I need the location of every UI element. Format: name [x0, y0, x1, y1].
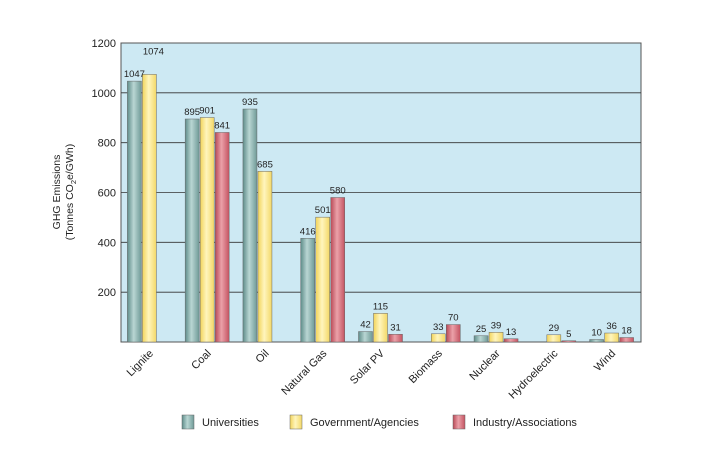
y-tick-label: 400 [98, 237, 116, 249]
x-tick-label: Oil [254, 348, 272, 366]
bar-hydroelectric-2 [561, 340, 577, 343]
bar-lignite-0 [127, 80, 142, 343]
bar-wind-2 [619, 337, 634, 343]
data-label: 1074 [143, 46, 164, 57]
legend-swatch [181, 414, 195, 430]
legend-label: Government/Agencies [310, 417, 419, 429]
bar-wind-0 [589, 339, 604, 343]
data-label: 901 [199, 106, 215, 117]
data-label: 42 [360, 320, 371, 331]
y-tick-label: 1000 [92, 88, 116, 100]
data-label: 70 [448, 313, 459, 324]
bar-coal-2 [214, 132, 230, 343]
bar-biomass-1 [431, 333, 446, 343]
x-tick-label: Solar PV [348, 347, 388, 387]
y-axis-ticks: 200 400 600 800 1000 1200 [92, 38, 116, 299]
bar-wind-1 [604, 332, 619, 343]
bars [127, 74, 634, 343]
legend-label: Universities [202, 417, 259, 429]
legend-label: Industry/Associations [473, 417, 577, 429]
data-label: 935 [242, 97, 258, 108]
bar-coal-1 [199, 117, 215, 343]
legend: Universities Government/Agencies Industry/… [181, 414, 577, 430]
y-tick-label: 200 [98, 287, 116, 299]
data-label: 29 [549, 323, 560, 334]
data-label: 33 [433, 322, 444, 333]
bar-coal-0 [184, 118, 200, 343]
data-label: 10 [591, 328, 602, 339]
bar-solar-pv-1 [373, 313, 388, 343]
y-axis-title: GHG Emissions (Tonnes CO2e/GWh) [51, 144, 78, 240]
bar-natural-gas-1 [315, 216, 330, 343]
y-tick-label: 600 [98, 188, 116, 200]
legend-swatch [289, 414, 303, 430]
x-tick-label: Nuclear [467, 347, 503, 383]
data-label: 501 [315, 205, 331, 216]
data-label: 36 [606, 321, 617, 332]
x-tick-label: Coal [189, 348, 213, 372]
bar-natural-gas-2 [330, 197, 345, 343]
x-tick-label: Hydroelectric [507, 347, 561, 401]
bar-lignite-1 [142, 74, 157, 343]
data-label: 115 [373, 301, 388, 312]
y-tick-label: 1200 [92, 38, 116, 50]
bar-nuclear-1 [488, 332, 504, 343]
bar-solar-pv-2 [388, 334, 403, 343]
x-tick-label: Biomass [407, 347, 446, 386]
x-tick-label: Natural Gas [279, 347, 329, 397]
data-label: 580 [330, 185, 346, 196]
bar-solar-pv-0 [358, 331, 373, 343]
bar-oil-0 [242, 108, 258, 343]
x-axis-labels: Lignite Coal Oil Natural Gas Solar PV Biomass… [125, 347, 619, 401]
x-tick-label: Wind [592, 348, 618, 374]
legend-swatch [452, 414, 466, 430]
data-label: 31 [390, 322, 401, 333]
data-label: 13 [506, 327, 517, 338]
bar-nuclear-0 [473, 335, 489, 343]
data-label: 895 [184, 107, 200, 118]
y-axis-title-line1: GHG Emissions [51, 155, 63, 230]
data-label: 841 [214, 120, 230, 131]
data-label: 5 [566, 329, 571, 340]
bar-natural-gas-0 [300, 238, 315, 343]
bar-oil-1 [257, 171, 273, 343]
bar-nuclear-2 [503, 338, 519, 343]
bar-hydroelectric-1 [546, 334, 562, 343]
data-label: 25 [476, 324, 487, 335]
data-label: 39 [491, 320, 502, 331]
data-label: 685 [257, 159, 273, 170]
data-label: 18 [621, 326, 632, 337]
x-tick-label: Lignite [125, 348, 156, 379]
y-tick-label: 800 [98, 138, 116, 150]
data-label: 416 [300, 226, 316, 237]
data-label: 1047 [124, 69, 145, 80]
bar-biomass-2 [446, 324, 461, 343]
y-axis-title-line2: (Tonnes CO2e/GWh) [64, 144, 78, 240]
